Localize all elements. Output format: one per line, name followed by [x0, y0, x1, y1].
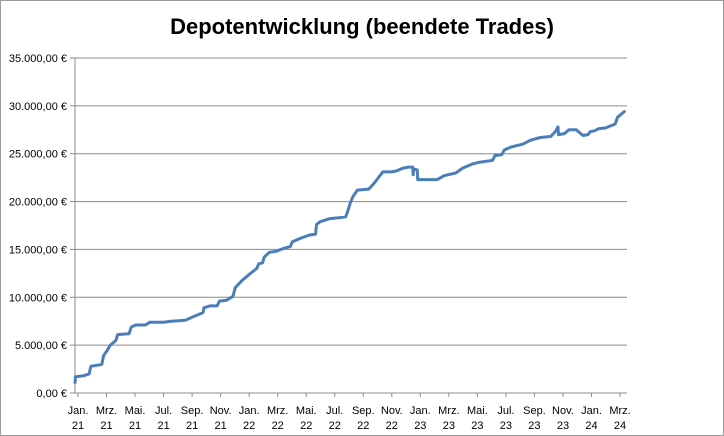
x-tick-month: Jan. [410, 405, 431, 417]
x-tick-year: 23 [557, 420, 569, 432]
y-tick-label: 30.000,00 € [9, 101, 67, 113]
x-tick-month: Mai. [296, 405, 317, 417]
x-tick-year: 22 [386, 420, 398, 432]
x-tick-month: Mrz. [267, 405, 288, 417]
x-tick-year: 22 [357, 420, 369, 432]
x-tick-year: 23 [500, 420, 512, 432]
x-tick-month: Sep. [523, 405, 546, 417]
x-tick-year: 21 [129, 420, 141, 432]
x-tick-month: Nov. [210, 405, 232, 417]
x-tick-month: Mrz. [438, 405, 459, 417]
x-tick-year: 23 [528, 420, 540, 432]
y-tick-label: 15.000,00 € [9, 244, 67, 256]
x-tick-year: 23 [414, 420, 426, 432]
x-axis-tick-labels: Jan. 21 Mrz. 21 Mai. 21 Jul. 21 Sep. 21 Nov. 21 Jan.… [68, 393, 631, 432]
gridlines [70, 57, 627, 394]
x-tick-year: 24 [585, 420, 597, 432]
x-tick-year: 21 [100, 420, 112, 432]
y-tick-label: 0,00 € [36, 388, 67, 400]
y-tick-label: 25.000,00 € [9, 149, 67, 161]
x-tick-year: 22 [243, 420, 255, 432]
x-tick-year: 21 [157, 420, 169, 432]
x-tick-year: 23 [443, 420, 455, 432]
series-line [73, 110, 626, 384]
x-tick-year: 22 [272, 420, 284, 432]
axes [74, 58, 627, 394]
x-tick-month: Jul. [326, 405, 343, 417]
x-tick-month: Jan. [239, 405, 260, 417]
y-tick-label: 10.000,00 € [9, 292, 67, 304]
x-tick-month: Sep. [352, 405, 375, 417]
y-tick-label: 35.000,00 € [9, 53, 67, 65]
x-tick-month: Mai. [467, 405, 488, 417]
series-layer [73, 110, 626, 384]
x-tick-year: 21 [215, 420, 227, 432]
x-tick-month: Mrz. [96, 405, 117, 417]
x-tick-month: Jul. [497, 405, 514, 417]
x-tick-year: 24 [614, 420, 626, 432]
x-tick-year: 22 [300, 420, 312, 432]
x-tick-month: Sep. [181, 405, 204, 417]
x-tick-year: 21 [72, 420, 84, 432]
x-tick-month: Jan. [68, 405, 89, 417]
y-axis-tick-labels: 0,00 € 5.000,00 € 10.000,00 € 15.000,00 € 20… [9, 53, 67, 400]
x-tick-year: 22 [329, 420, 341, 432]
x-tick-month: Nov. [552, 405, 574, 417]
x-tick-month: Mrz. [609, 405, 630, 417]
x-tick-month: Jan. [581, 405, 602, 417]
x-tick-month: Nov. [381, 405, 403, 417]
y-tick-label: 5.000,00 € [15, 340, 67, 352]
x-tick-year: 21 [186, 420, 198, 432]
x-tick-year: 23 [471, 420, 483, 432]
x-tick-month: Jul. [155, 405, 172, 417]
chart-title: Depotentwicklung (beendete Trades) [170, 14, 554, 39]
y-tick-label: 20.000,00 € [9, 197, 67, 209]
x-tick-month: Mai. [125, 405, 146, 417]
